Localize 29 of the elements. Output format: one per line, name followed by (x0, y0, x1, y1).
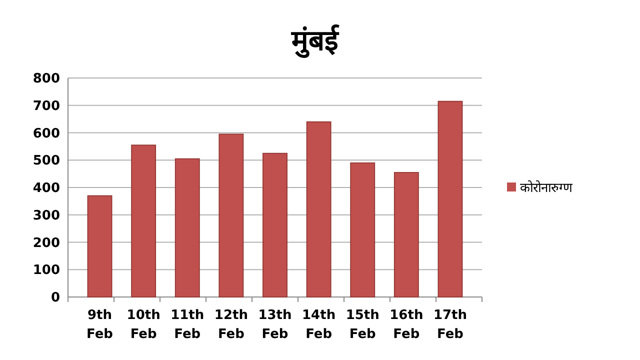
y-tick-label: 600 (32, 126, 60, 142)
legend-label: कोरोनारुग्ण (520, 180, 573, 196)
x-tick-label: 10th Feb (126, 308, 160, 342)
y-tick-label: 0 (50, 290, 60, 306)
bar (218, 134, 244, 298)
y-tick-label: 500 (32, 154, 60, 169)
x-tick-label: 15th Feb (346, 308, 380, 342)
bar (174, 158, 200, 298)
bar (438, 100, 463, 298)
x-tick-label: 11th Feb (170, 308, 204, 342)
y-tick-label: 200 (32, 236, 60, 251)
bar (131, 144, 156, 298)
x-tick-label: 13th Feb (258, 308, 292, 342)
bar (87, 195, 112, 298)
y-tick-label: 800 (32, 72, 60, 87)
y-tick-label: 300 (32, 208, 60, 224)
x-tick-label: 17th Feb (433, 308, 468, 342)
chart-title: मुंबई (290, 24, 340, 58)
bar (350, 162, 376, 298)
y-tick-label: 400 (32, 181, 60, 196)
x-tick-label: 9th Feb (86, 308, 114, 342)
x-tick-label: 12th Feb (214, 308, 248, 342)
bar (306, 121, 332, 298)
bar (262, 152, 288, 298)
x-tick-label: 14th Feb (302, 308, 336, 342)
bar (394, 172, 419, 298)
y-tick-label: 100 (32, 263, 60, 278)
y-tick-label: 700 (32, 98, 60, 114)
x-tick-label: 16th Feb (390, 308, 424, 342)
